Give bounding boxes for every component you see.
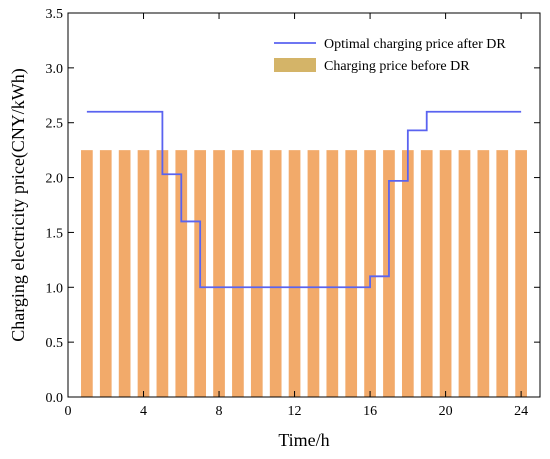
y-axis-title: Charging electricity price(CNY/kWh)	[8, 68, 29, 342]
x-tick-label: 0	[65, 404, 72, 419]
y-tick-label: 3.0	[46, 62, 64, 77]
line-layer	[86, 110, 522, 289]
bar-hour-22	[477, 150, 490, 397]
y-tick-label: 2.5	[46, 117, 64, 132]
bar-hour-5	[156, 150, 169, 397]
bar-hour-20	[439, 150, 452, 397]
bar-hour-24	[515, 150, 527, 397]
y-tick-label: 2.0	[46, 172, 64, 187]
legend-bar-swatch	[274, 58, 316, 72]
bar-hour-11	[269, 150, 282, 397]
bar-hour-16	[364, 150, 376, 397]
bar-hour-3	[118, 150, 131, 397]
bar-hour-1	[81, 150, 93, 397]
bar-hour-2	[99, 150, 112, 397]
bar-hour-12	[288, 150, 301, 397]
bar-hour-4	[137, 150, 150, 397]
series-line-after-dr	[86, 110, 522, 289]
y-tick-label: 0.5	[46, 336, 64, 351]
plot-frame	[67, 12, 541, 398]
legend-label-before-dr: Charging price before DR	[324, 59, 470, 74]
bar-hour-9	[232, 150, 244, 397]
legend-label-after-dr: Optimal charging price after DR	[324, 37, 506, 52]
y-tick-label: 0.0	[46, 391, 64, 406]
y-tick-label: 1.5	[46, 226, 64, 241]
bars-layer	[81, 150, 527, 397]
bar-hour-6	[175, 150, 188, 397]
x-tick-label: 20	[439, 404, 453, 419]
bar-hour-23	[496, 150, 509, 397]
legend: Optimal charging price after DR Charging…	[274, 37, 506, 74]
x-tick-label: 12	[288, 404, 302, 419]
bar-hour-18	[401, 150, 414, 397]
bar-hour-13	[307, 150, 320, 397]
bar-hour-19	[420, 150, 433, 397]
bar-hour-8	[213, 150, 225, 397]
x-tick-label: 24	[514, 404, 528, 419]
x-axis-title: Time/h	[278, 430, 329, 450]
bar-hour-21	[458, 150, 471, 397]
bar-hour-10	[250, 150, 263, 397]
x-tick-label: 16	[363, 404, 377, 419]
y-tick-label: 1.0	[46, 281, 64, 296]
bar-hour-14	[326, 150, 339, 397]
bar-hour-15	[345, 150, 358, 397]
x-tick-label: 8	[216, 404, 223, 419]
x-tick-label: 4	[140, 404, 147, 419]
y-tick-label: 3.5	[46, 7, 64, 22]
ticks-layer: 0 4 8 12 16 20 24 0.0 0.5 1.0 1.5 2.0 2.5 3.0 3.5	[46, 7, 540, 419]
